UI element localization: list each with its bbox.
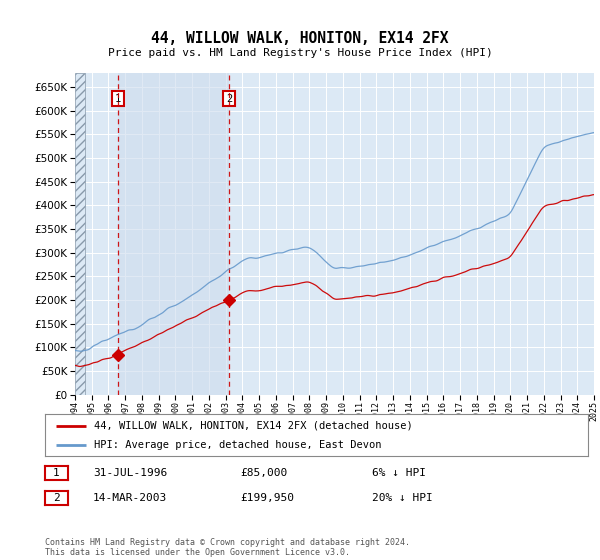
Text: 2: 2: [226, 94, 232, 104]
Text: 2: 2: [53, 493, 60, 503]
Text: 44, WILLOW WALK, HONITON, EX14 2FX (detached house): 44, WILLOW WALK, HONITON, EX14 2FX (deta…: [94, 421, 413, 431]
Bar: [118, 73, 229, 395]
Text: £85,000: £85,000: [240, 468, 287, 478]
Text: HPI: Average price, detached house, East Devon: HPI: Average price, detached house, East…: [94, 440, 382, 450]
Text: 31-JUL-1996: 31-JUL-1996: [93, 468, 167, 478]
Text: £199,950: £199,950: [240, 493, 294, 503]
Text: 1: 1: [115, 94, 121, 104]
Text: 44, WILLOW WALK, HONITON, EX14 2FX: 44, WILLOW WALK, HONITON, EX14 2FX: [151, 31, 449, 46]
Text: Price paid vs. HM Land Registry's House Price Index (HPI): Price paid vs. HM Land Registry's House …: [107, 48, 493, 58]
Text: 1: 1: [53, 468, 60, 478]
Text: 14-MAR-2003: 14-MAR-2003: [93, 493, 167, 503]
Text: 6% ↓ HPI: 6% ↓ HPI: [372, 468, 426, 478]
Bar: [75, 73, 85, 395]
Text: 20% ↓ HPI: 20% ↓ HPI: [372, 493, 433, 503]
Text: Contains HM Land Registry data © Crown copyright and database right 2024.
This d: Contains HM Land Registry data © Crown c…: [45, 538, 410, 557]
